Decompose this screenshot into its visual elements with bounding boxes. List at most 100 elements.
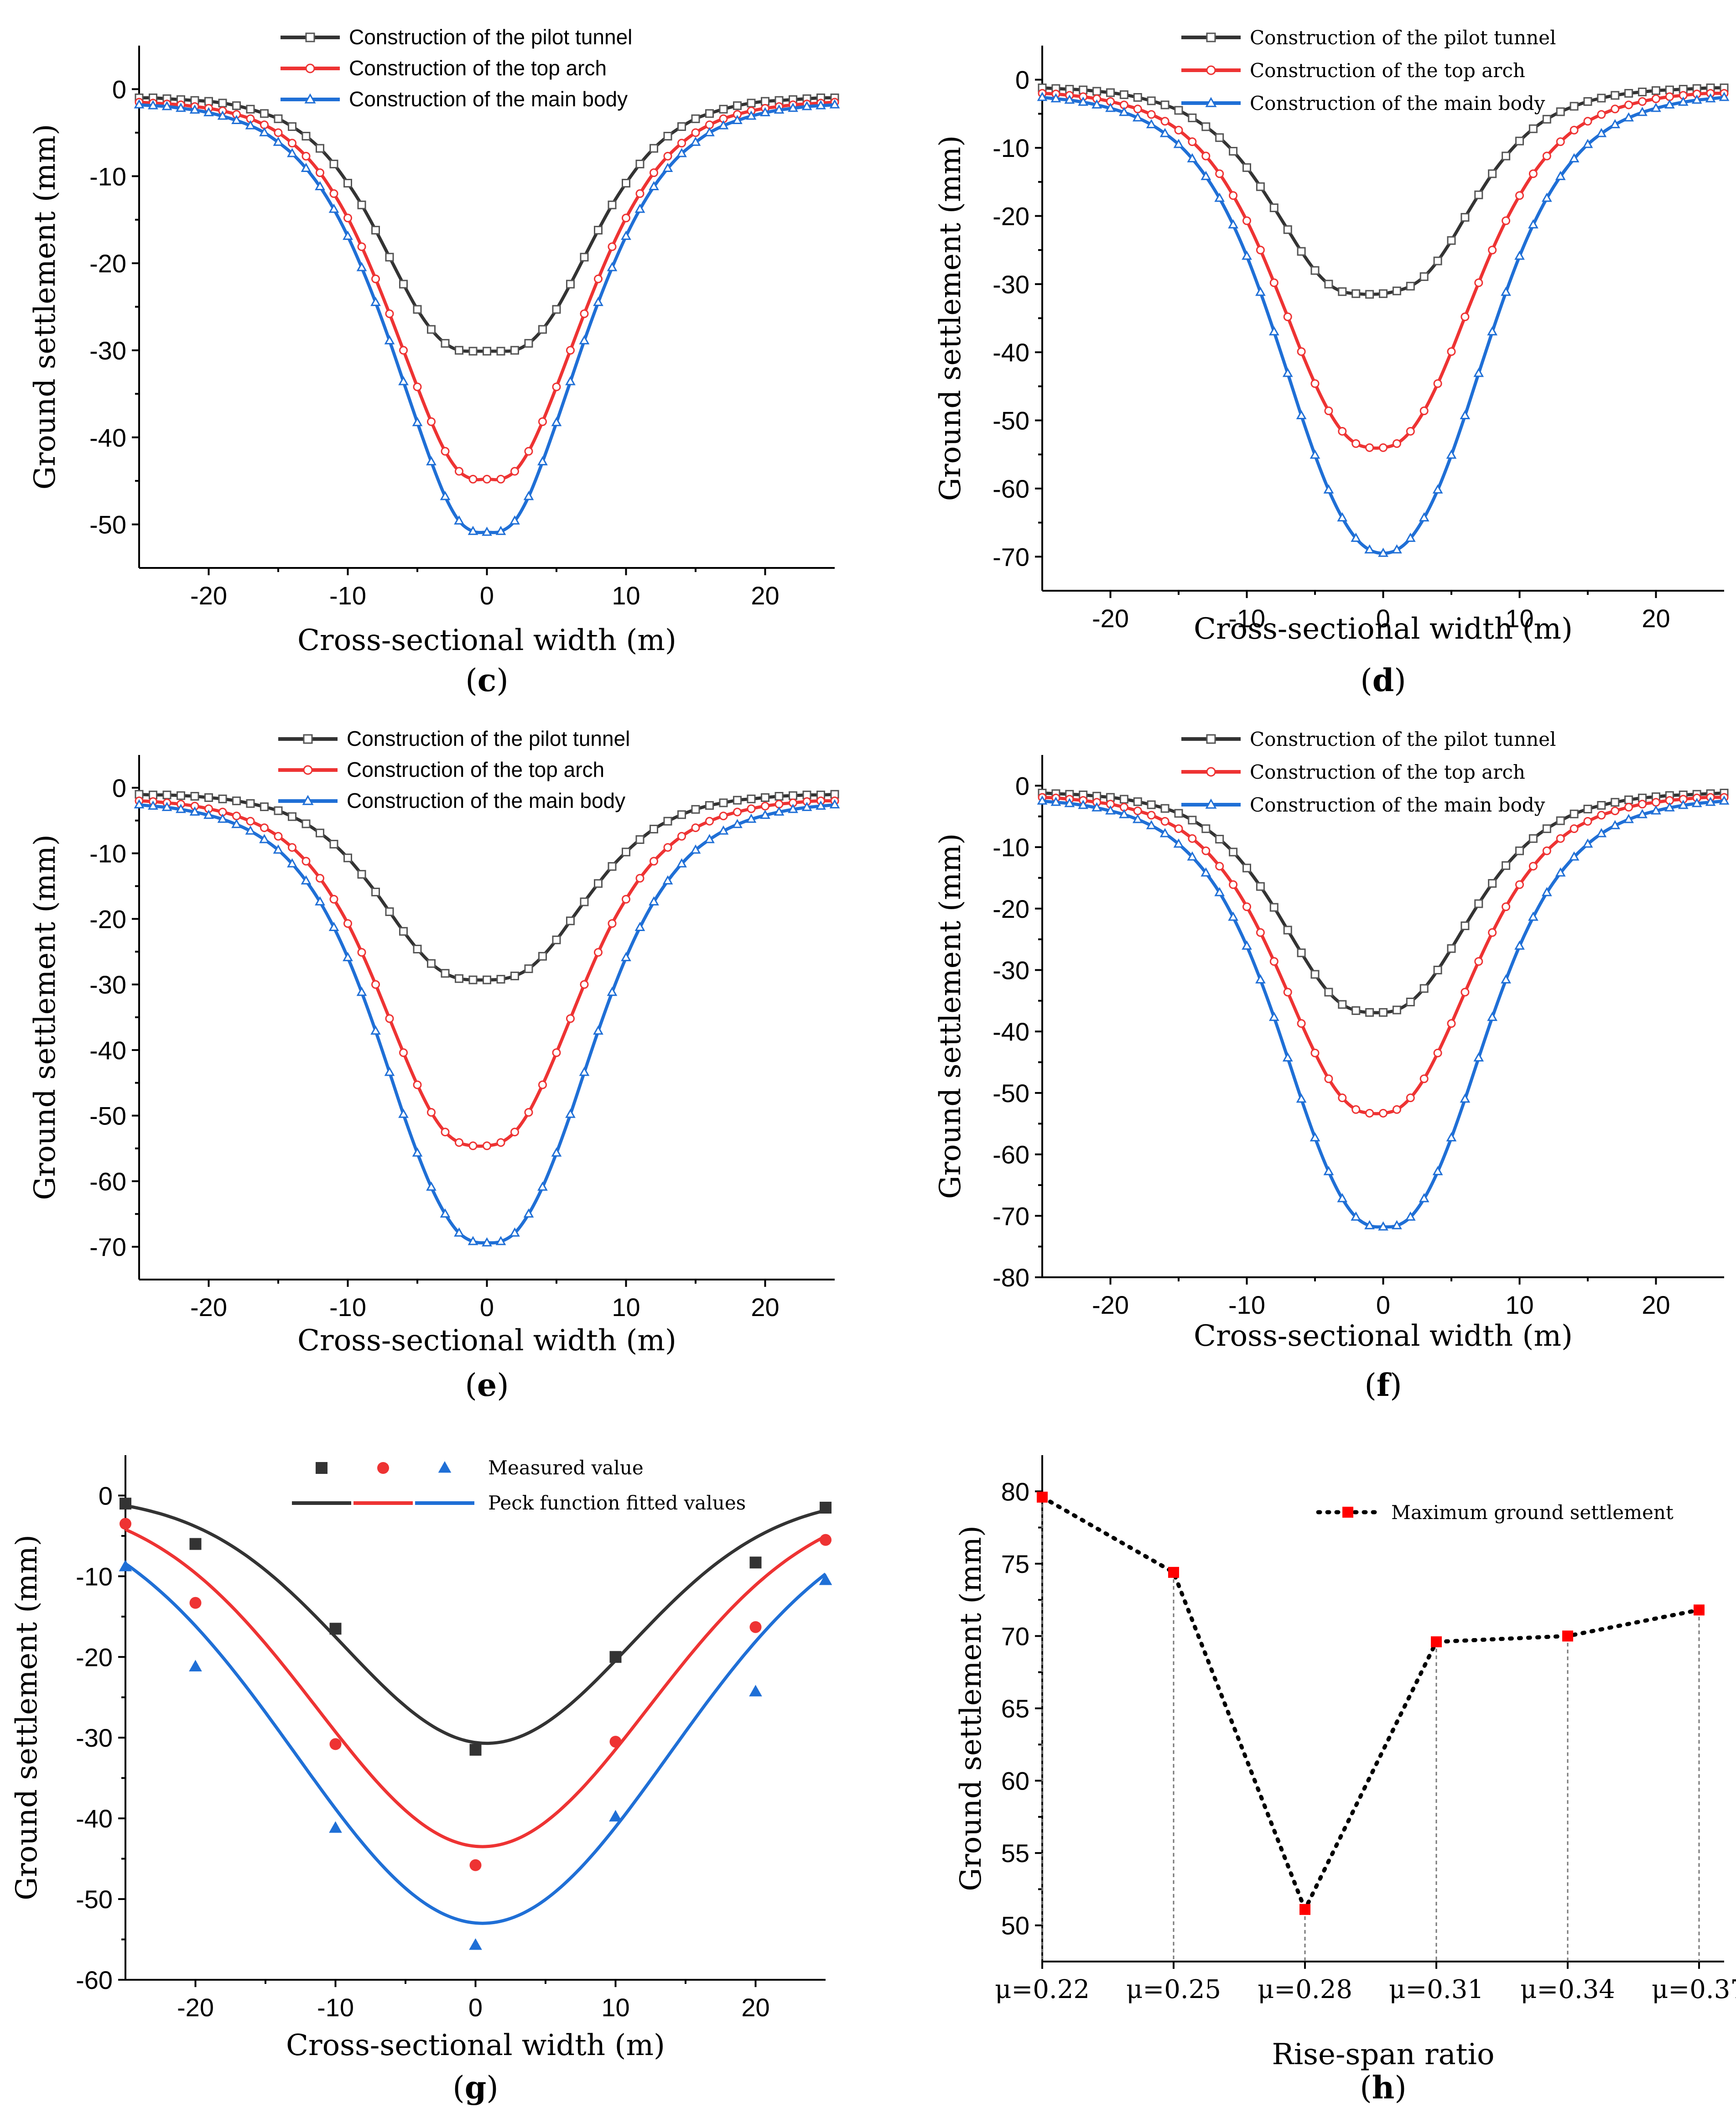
data-point [1201,824,1211,833]
data-point [551,1147,562,1157]
series-line [1042,86,1725,296]
data-point [1269,957,1279,966]
data-point [1406,427,1415,436]
data-point [1611,91,1620,100]
data-point [1050,796,1061,806]
y-tick-label: -70 [993,542,1029,571]
legend-marker [1206,767,1216,777]
data-point [1242,940,1252,950]
data-point [1255,286,1266,296]
data-point [1474,957,1483,966]
data-point [328,203,339,213]
data-point [1174,125,1183,135]
data-point [176,103,186,112]
data-point [1392,1005,1401,1015]
data-point [1678,800,1689,809]
data-point [190,792,199,801]
data-point [705,801,714,810]
x-tick-label: -10 [329,581,366,610]
data-point [523,491,534,500]
legend-marker [303,734,313,744]
x-tick-label: 20 [1642,1291,1670,1319]
data-point [413,305,422,314]
data-point [691,114,700,123]
data-point [246,104,255,114]
legend-label: Construction of the pilot tunnel [1250,26,1556,49]
measured-point [189,1538,202,1550]
x-axis-title: Cross-sectional width (m) [1194,612,1573,646]
series-circle [1038,793,1729,1118]
data-point [441,447,450,456]
data-point [1502,151,1511,161]
panel-label-close: ) [1394,663,1406,699]
data-point [412,417,423,427]
data-point [1297,347,1306,356]
data-point [829,99,840,109]
data-point [524,1108,533,1117]
data-point [1228,219,1238,229]
data-point [371,887,380,896]
data-point [148,100,158,109]
data-point [1269,278,1279,287]
data-point [1160,817,1169,826]
data-point [1597,94,1606,103]
data-point [1514,250,1525,260]
panel-h: 50 55 60 65 70 75 80 μ=0.22 μ=0.25 μ=0.28 μ=0.31 μ=… [954,1455,1736,2106]
data-point [635,835,645,844]
data-point [1256,928,1265,937]
x-tick-label: -20 [1092,604,1129,633]
x-tick-label: 20 [1642,604,1670,633]
data-point [1569,153,1580,162]
x-tick-label: μ=0.28 [1258,1975,1352,2004]
data-point [1651,805,1661,815]
measured-point [820,1502,832,1514]
data-point [622,895,630,904]
data-point [1502,902,1511,911]
measured-point [329,1738,342,1750]
data-point [259,127,270,136]
data-point [1488,928,1497,937]
y-axis-title: Ground settlement (mm) [28,124,62,490]
data-point [329,189,338,198]
data-point [1556,137,1565,146]
data-point [301,857,311,866]
y-tick-label: -20 [89,905,126,933]
data-point [176,804,186,813]
data-point [552,935,561,944]
legend-marker [305,63,315,73]
legend-marker [1342,1507,1353,1518]
y-tick-label: -40 [993,1017,1029,1046]
measured-point [819,1573,832,1585]
x-tick-label: -10 [1228,1291,1265,1319]
legend-label: Construction of the main body [1250,794,1545,816]
data-point [259,834,270,843]
data-point [1694,1604,1705,1616]
data-point [399,280,408,289]
x-axis-title: Cross-sectional width (m) [1194,1319,1573,1353]
data-point [1324,280,1333,289]
data-point [161,801,172,811]
data-point [593,297,603,306]
data-point [1105,805,1116,815]
data-point [1570,102,1579,111]
data-point [733,807,742,817]
data-point [1597,110,1606,119]
data-point [1133,797,1142,806]
data-point [537,1181,548,1191]
data-point [315,896,325,905]
data-point [1432,484,1443,494]
data-point [1364,544,1375,554]
data-point [1297,948,1306,958]
data-point [1037,1491,1048,1503]
data-point [1188,137,1197,146]
measured-point [120,1518,131,1530]
data-point [1541,193,1552,202]
data-point [580,897,589,906]
data-point [718,825,729,835]
x-axis-title: Cross-sectional width (m) [286,2029,665,2062]
series-line [139,803,835,1245]
data-point [483,474,491,484]
data-point [551,417,562,427]
measured-point [609,1736,622,1748]
x-tick-label: 0 [1376,604,1390,633]
